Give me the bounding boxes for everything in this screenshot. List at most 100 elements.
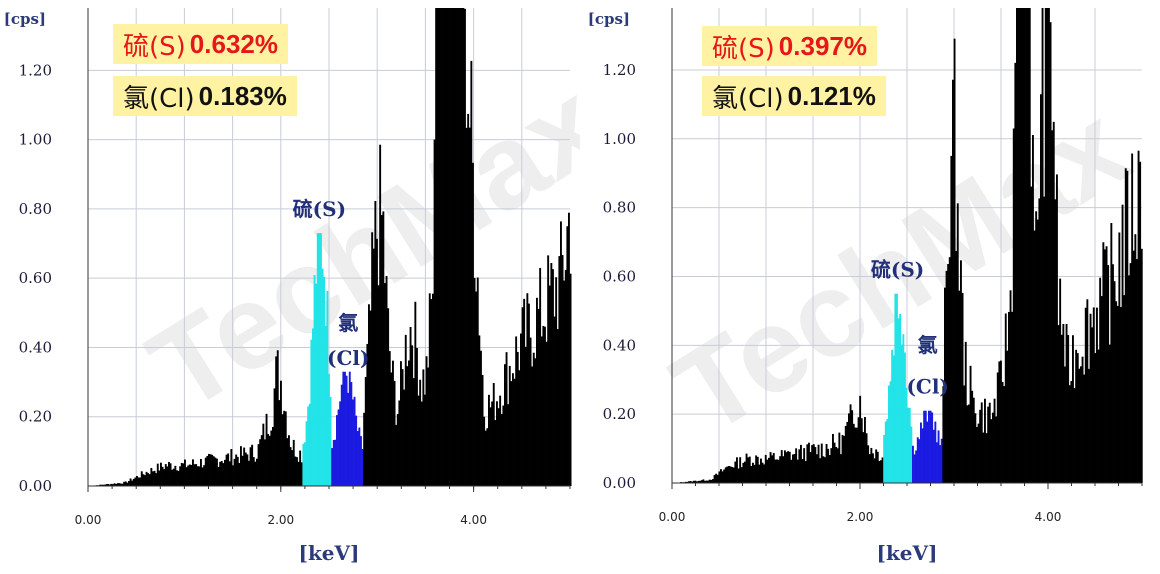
spectrum-bar [310, 339, 313, 486]
spectrum-bar [438, 8, 441, 486]
spectrum-bar [371, 232, 374, 486]
spectrum-bar [288, 435, 290, 486]
spectrum-bar [984, 398, 986, 483]
spectrum-bar [387, 308, 390, 486]
peak-annotation: 硫(S) [293, 197, 346, 221]
spectrum-bar [920, 422, 922, 483]
spectrum-bar [568, 212, 570, 486]
spectrum-bar [932, 429, 935, 483]
spectrum-bar [350, 382, 353, 486]
spectrum-bar [299, 450, 302, 486]
spectrum-bar [1092, 307, 1095, 483]
spectrum-bar [328, 373, 330, 486]
spectrum-bar [720, 469, 722, 483]
spectrum-bar [414, 301, 417, 486]
spectrum-bar [686, 481, 689, 483]
spectrum-bar [248, 460, 250, 486]
spectrum-bar [124, 481, 127, 486]
spectrum-bar [768, 457, 770, 483]
spectrum-bar [225, 454, 228, 486]
spectrum-bar [982, 432, 985, 483]
spectrum-bar [1046, 8, 1049, 483]
spectrum-bar [404, 334, 407, 486]
spectrum-bar [232, 465, 234, 486]
spectrum-bar [793, 453, 796, 483]
spectrum-bar [128, 481, 130, 486]
spectrum-bar [208, 453, 210, 486]
spectrum-bar [436, 8, 439, 486]
spectrum-bar [1024, 8, 1026, 483]
spectrum-bar [934, 421, 937, 483]
spectrum-bar [734, 461, 737, 483]
spectrum-bar [1107, 265, 1110, 483]
spectrum-bar [1126, 170, 1129, 483]
spectrum-bar [424, 394, 426, 486]
spectrum-bar [376, 238, 378, 486]
spectrum-bar [353, 396, 356, 486]
spectrum-bar [265, 413, 268, 486]
spectrum-bar [379, 144, 382, 487]
spectrum-bar [200, 458, 202, 486]
spectrum-bar [292, 439, 295, 486]
spectrum-bar [1112, 264, 1114, 483]
spectrum-bar [484, 430, 487, 486]
spectrum-bar [230, 449, 233, 486]
spectrum-bar [443, 8, 446, 486]
spectrum-bar [275, 356, 278, 486]
spectrum-bar [1102, 242, 1105, 483]
spectrum-bar [243, 447, 246, 486]
spectrum-bar [859, 395, 862, 483]
spectrum-bar [259, 439, 262, 486]
spectrum-bar [120, 483, 122, 486]
spectrum-bar [790, 459, 793, 483]
spectrum-bar [433, 139, 436, 486]
spectrum-bar [812, 444, 815, 483]
spectrum-bar [212, 456, 215, 486]
spectrum-bar [316, 233, 319, 486]
spectrum-bar [476, 277, 479, 486]
spectrum-bar [723, 469, 726, 483]
spectrum-bar [1132, 250, 1135, 483]
spectrum-bar [1131, 153, 1134, 483]
spectrum-bar [312, 328, 314, 486]
spectrum-bar [121, 483, 124, 486]
spectrum-bar [142, 474, 145, 486]
spectrum-bar [1123, 295, 1126, 483]
spectrum-bar [564, 269, 567, 486]
spectrum-bar [696, 481, 698, 483]
chlorine-result-box: 氯(Cl) 0.183% [113, 76, 297, 116]
spectrum-bar [427, 367, 430, 486]
spectrum-bar [108, 484, 111, 486]
spectrum-bar [291, 450, 294, 486]
spectrum-bar [556, 329, 559, 486]
spectrum-bar [334, 439, 337, 486]
spectrum-bar [841, 434, 844, 483]
spectrum-bar [1008, 311, 1010, 483]
spectrum-bar [1073, 388, 1076, 483]
spectrum-bar [873, 458, 876, 483]
spectrum-bar [502, 405, 505, 486]
spectrum-bar [844, 425, 847, 483]
spectrum-bar [430, 299, 433, 486]
spectrum-bar [462, 8, 465, 486]
spectrum-bar [494, 420, 497, 486]
y-tick-label: 0.40 [19, 338, 52, 356]
spectrum-bar [1137, 150, 1140, 483]
spectrum-bar [174, 465, 177, 486]
spectrum-bar [963, 385, 966, 483]
spectrum-bar [352, 399, 354, 486]
y-tick-label: 1.20 [19, 61, 52, 79]
spectrum-bar [284, 411, 287, 486]
spectrum-bar [428, 293, 431, 486]
spectrum-bar [536, 297, 538, 486]
sulfur-result-box: 硫(S) 0.632% [113, 24, 288, 64]
spectrum-bar [252, 457, 255, 486]
spectrum-bar [721, 471, 724, 483]
spectrum-bar [824, 457, 826, 483]
spectrum-bar [867, 445, 870, 483]
spectrum-bar [488, 394, 490, 486]
spectrum-bar [1115, 301, 1118, 483]
spectrum-bar [148, 474, 151, 486]
spectrum-bar [942, 386, 945, 483]
spectrum-bar [465, 127, 468, 486]
